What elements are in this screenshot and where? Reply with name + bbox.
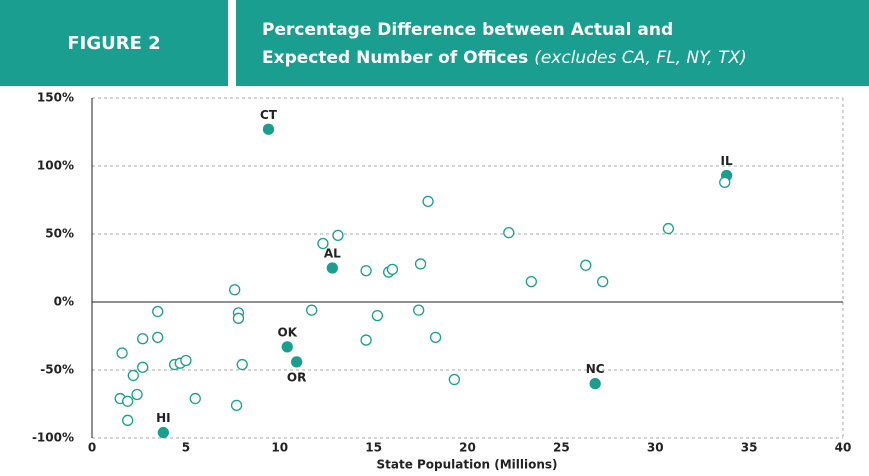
x-tick-label: 0 — [88, 441, 96, 455]
figure-label: FIGURE 2 — [67, 33, 160, 54]
title-line: Expected Number of Offices (excludes CA,… — [262, 48, 747, 68]
point — [262, 123, 275, 135]
x-tick-label: 5 — [182, 441, 190, 455]
point — [116, 347, 128, 359]
x-tick-label: 10 — [271, 441, 288, 455]
point-label: OR — [287, 370, 306, 384]
point — [290, 356, 303, 368]
point — [371, 309, 384, 322]
point — [122, 414, 134, 426]
title-line: Expected Number of Offices — [262, 48, 528, 68]
point — [719, 176, 731, 188]
point-label: OK — [278, 325, 298, 339]
point — [230, 399, 243, 412]
point — [180, 354, 192, 367]
y-tick-label: 150% — [37, 91, 74, 105]
point-label: NC — [586, 362, 605, 376]
y-tick-label: 0% — [54, 295, 74, 309]
point — [597, 275, 609, 288]
point — [157, 426, 169, 439]
title-box — [236, 0, 869, 86]
point — [317, 237, 329, 250]
point — [131, 388, 143, 401]
x-tick-label: 15 — [365, 441, 382, 455]
point — [525, 275, 537, 288]
point — [127, 369, 139, 382]
x-axis-label: State Population (Millions) — [376, 458, 557, 472]
point-label: IL — [721, 154, 733, 168]
point — [189, 392, 201, 405]
point — [360, 265, 372, 277]
point — [503, 226, 515, 239]
y-tick-label: -100% — [32, 431, 74, 445]
y-tick-label: -50% — [40, 363, 74, 377]
point-label: HI — [156, 411, 171, 425]
point — [152, 305, 164, 318]
y-tick-label: 100% — [37, 159, 74, 173]
point-label: AL — [324, 247, 341, 261]
x-tick-label: 35 — [741, 441, 758, 455]
point — [429, 331, 442, 344]
x-tick-label: 30 — [647, 441, 664, 455]
point — [414, 258, 427, 270]
point — [122, 395, 134, 407]
point — [137, 333, 149, 345]
y-tick-label: 50% — [45, 227, 74, 241]
point — [422, 195, 434, 208]
point — [229, 284, 241, 296]
point — [332, 229, 344, 242]
point — [448, 373, 461, 386]
title-line: Percentage Difference between Actual and — [262, 20, 673, 40]
x-tick-label: 40 — [835, 441, 852, 455]
point — [236, 358, 248, 371]
point — [281, 341, 293, 353]
point — [232, 312, 245, 324]
subtitle: (excludes CA, FL, NY, TX) — [534, 48, 747, 68]
point-label: CT — [260, 108, 278, 122]
point — [589, 377, 601, 390]
x-tick-label: 25 — [553, 441, 570, 455]
point — [386, 263, 399, 276]
x-tick-label: 20 — [459, 441, 476, 455]
point — [413, 304, 425, 316]
point — [326, 262, 338, 274]
point — [360, 334, 372, 346]
point — [137, 361, 149, 373]
point — [662, 222, 675, 235]
point — [152, 331, 164, 344]
point — [306, 304, 318, 316]
point — [580, 259, 592, 271]
figure-box — [0, 0, 228, 86]
